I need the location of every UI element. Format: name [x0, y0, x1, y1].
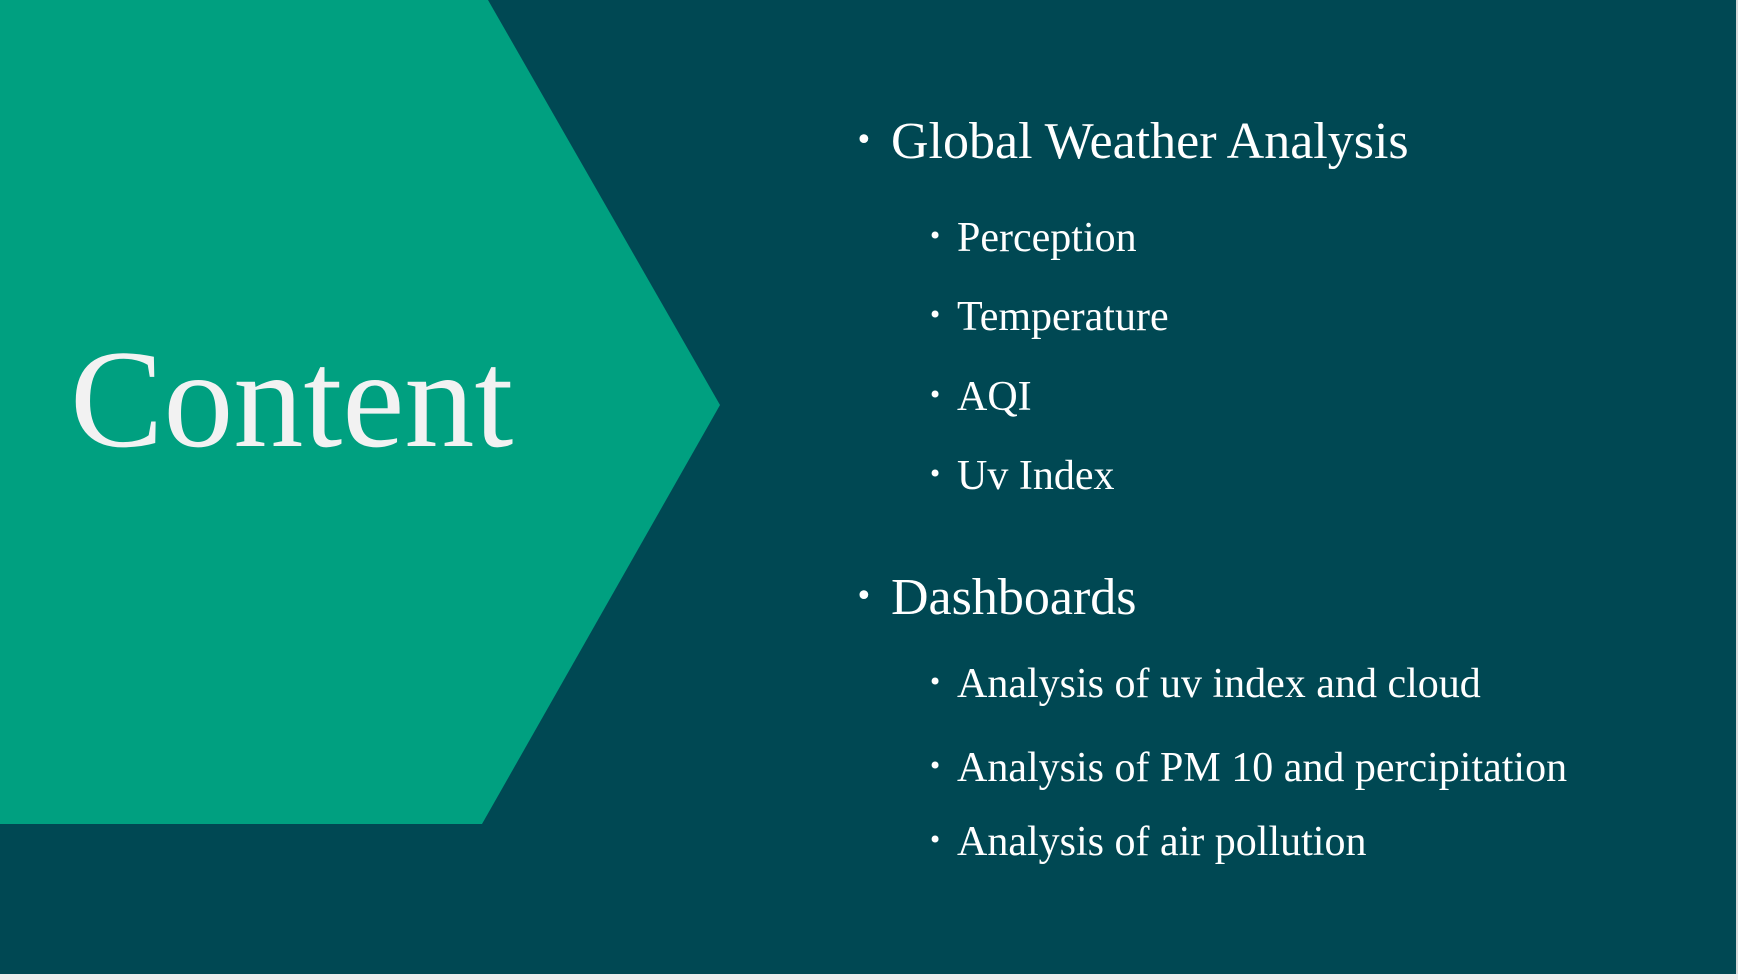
- list-item-temperature: • Temperature: [928, 293, 1169, 341]
- bullet-icon: •: [928, 668, 943, 696]
- list-item-label: Temperature: [957, 294, 1169, 340]
- bottom-strip: [0, 974, 1738, 980]
- bullet-icon: •: [928, 826, 943, 854]
- bullet-icon: •: [928, 301, 943, 329]
- section-heading-dashboards: • Dashboards: [855, 568, 1137, 627]
- list-item-label: Analysis of uv index and cloud: [957, 661, 1481, 707]
- list-item-uv-index: • Uv Index: [928, 452, 1114, 500]
- chevron-polygon: [0, 0, 720, 824]
- list-item-perception: • Perception: [928, 214, 1137, 262]
- list-item-label: Uv Index: [957, 453, 1115, 499]
- section-heading-label: Global Weather Analysis: [891, 113, 1409, 170]
- bullet-icon: •: [855, 123, 873, 158]
- slide-title: Content: [70, 322, 514, 477]
- bullet-icon: •: [928, 381, 943, 409]
- bullet-icon: •: [928, 752, 943, 780]
- chevron-shape: [0, 0, 720, 824]
- list-item-pm10-precipitation: • Analysis of PM 10 and percipitation: [928, 744, 1567, 792]
- list-item-uv-cloud: • Analysis of uv index and cloud: [928, 660, 1481, 708]
- list-item-aqi: • AQI: [928, 373, 1032, 421]
- bullet-icon: •: [928, 222, 943, 250]
- list-item-label: AQI: [957, 374, 1032, 420]
- list-item-air-pollution: • Analysis of air pollution: [928, 818, 1366, 866]
- bullet-icon: •: [855, 579, 873, 614]
- list-item-label: Analysis of PM 10 and percipitation: [957, 745, 1568, 791]
- section-heading-global-weather: • Global Weather Analysis: [855, 112, 1409, 171]
- list-item-label: Analysis of air pollution: [957, 819, 1367, 865]
- bullet-icon: •: [928, 460, 943, 488]
- list-item-label: Perception: [957, 215, 1137, 261]
- section-heading-label: Dashboards: [891, 569, 1137, 626]
